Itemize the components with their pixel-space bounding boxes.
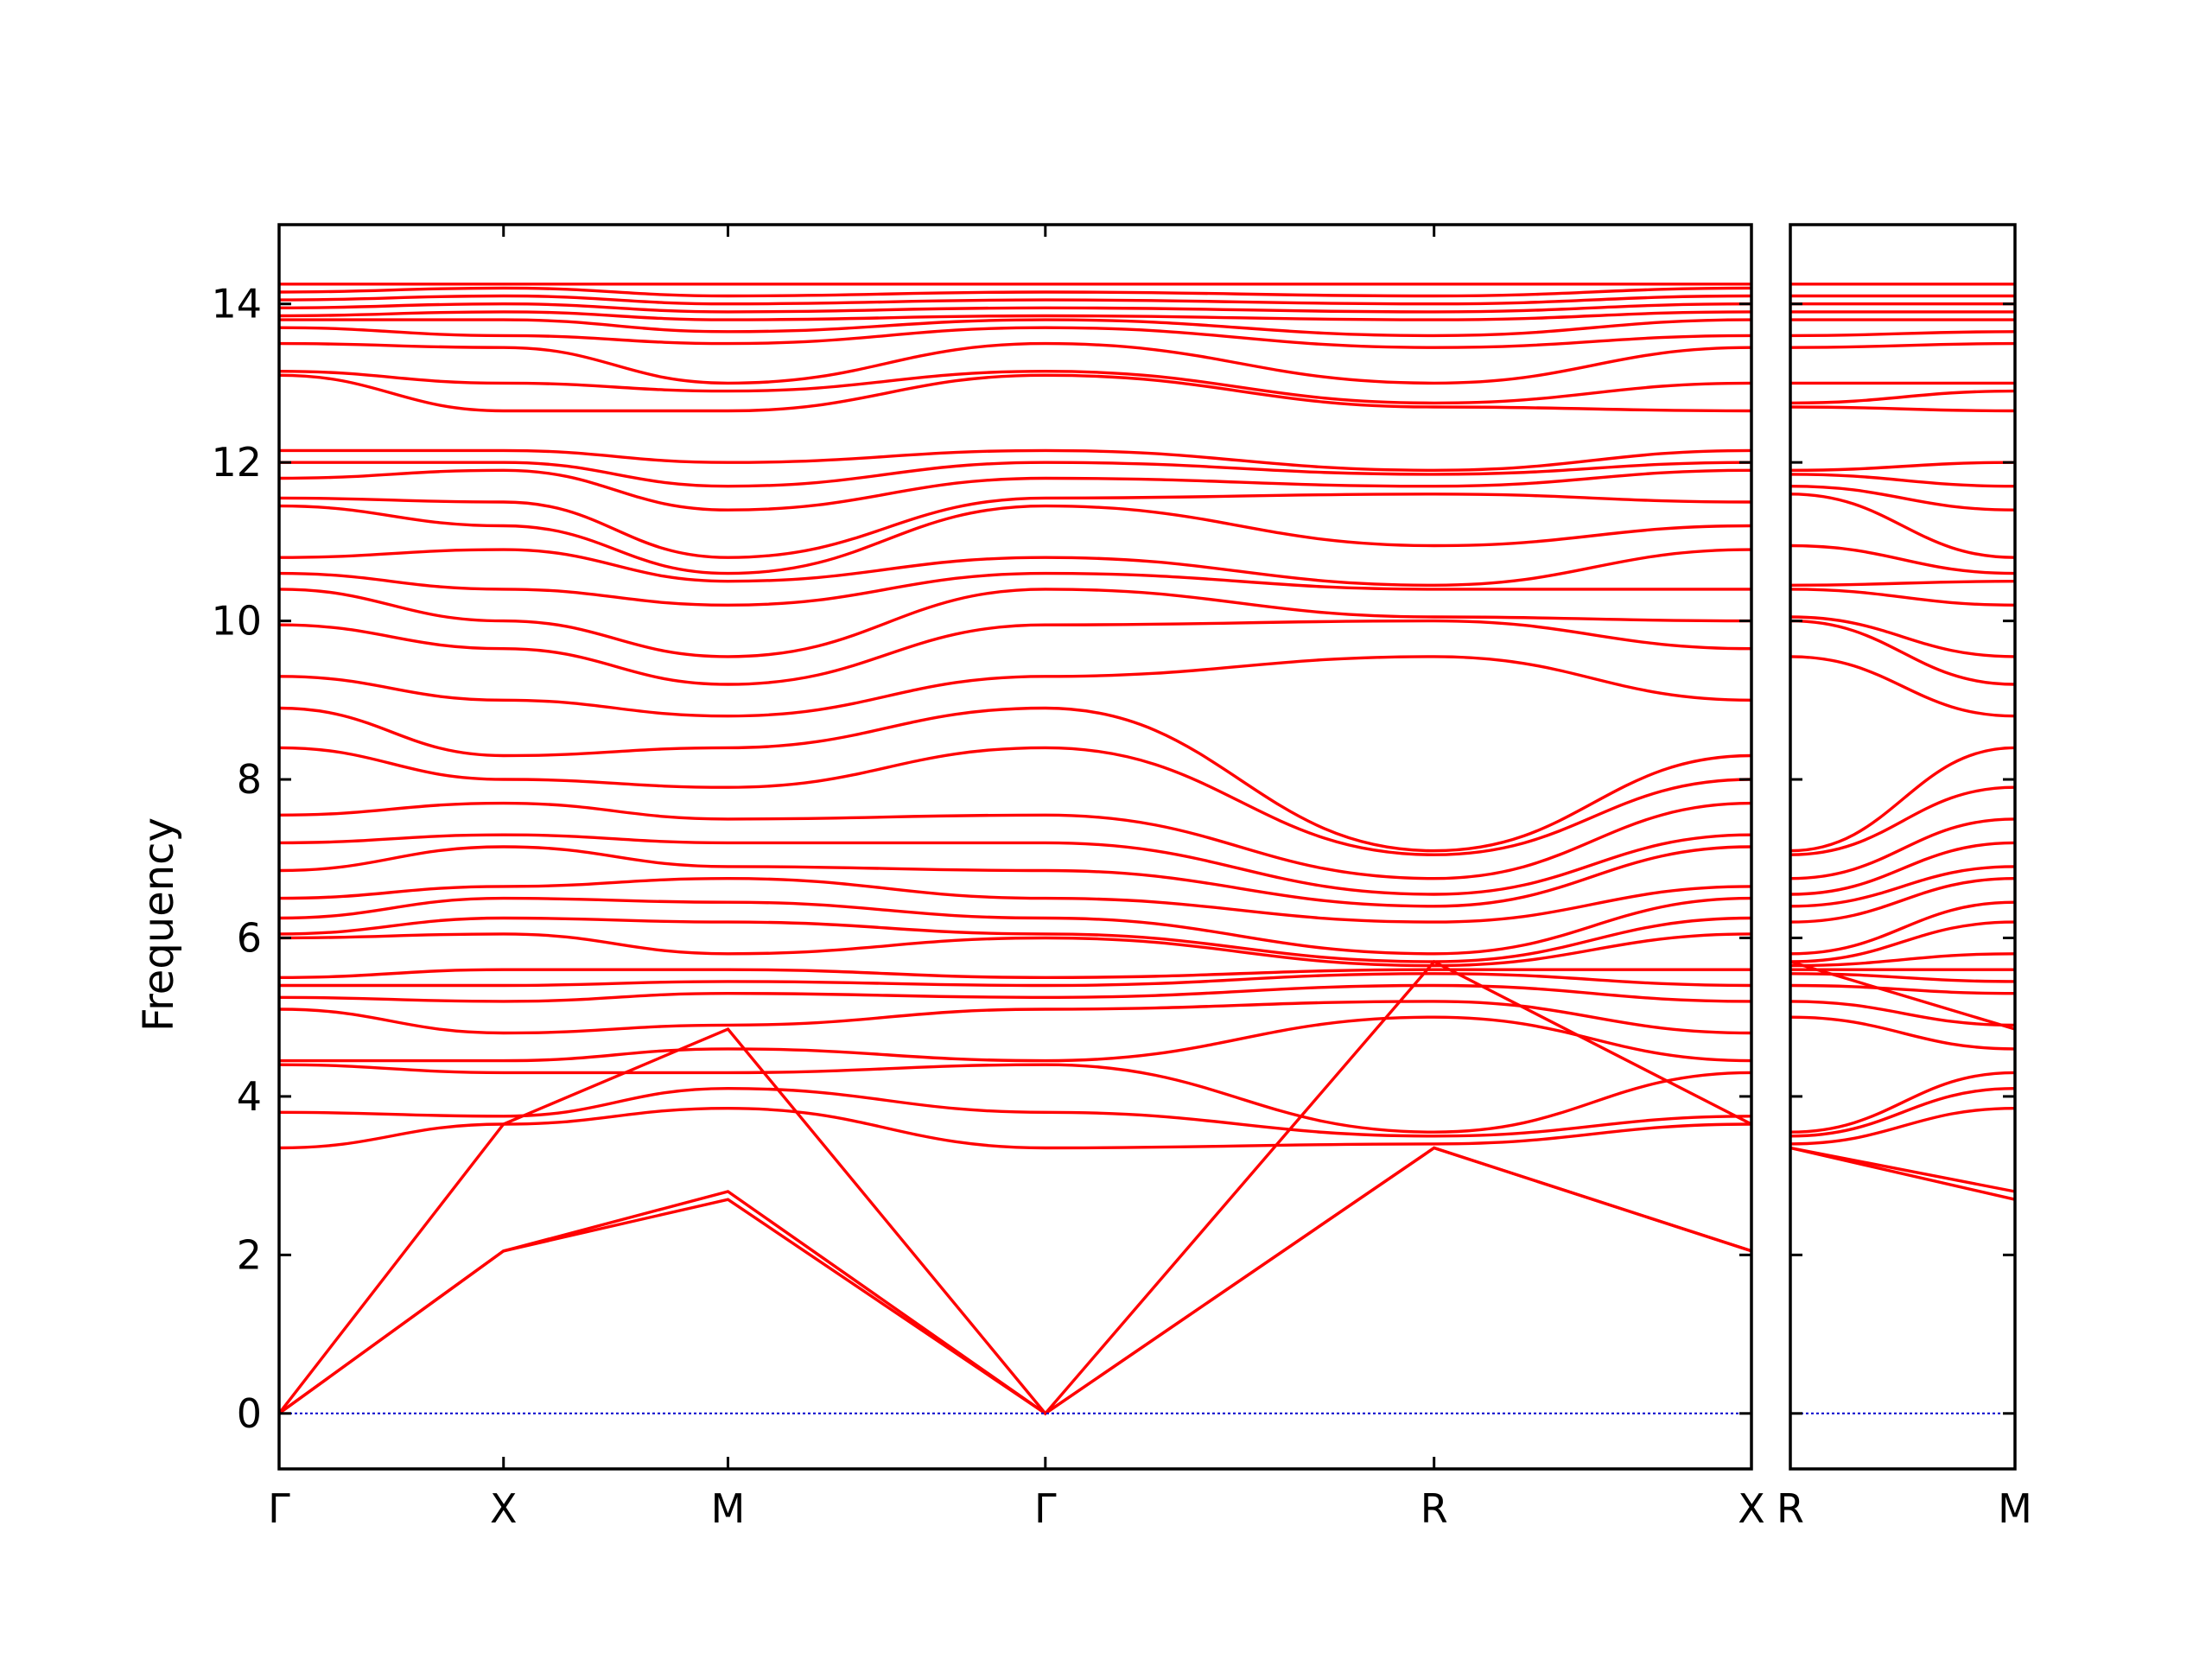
acoustic-branch-secondary-1 xyxy=(1789,1146,2016,1201)
optical-band-main-6 xyxy=(279,972,1752,988)
optical-band-main-7 xyxy=(278,968,1751,980)
optical-band-main-18 xyxy=(278,619,1752,686)
y-tick-label-7: 14 xyxy=(211,281,262,327)
optical-band-main-22 xyxy=(278,504,1752,575)
acoustic-branch-main-2 xyxy=(277,959,1752,1416)
x-tick-label-main-1: X xyxy=(490,1485,518,1532)
optical-band-secondary-20 xyxy=(1789,588,2016,607)
optical-band-secondary-2 xyxy=(1789,1071,2016,1134)
optical-band-main-20 xyxy=(278,571,1751,607)
optical-band-secondary-21 xyxy=(1789,580,2016,587)
optical-band-secondary-5 xyxy=(1789,983,2016,995)
optical-band-secondary-0 xyxy=(1789,1107,2016,1146)
optical-band-secondary-31 xyxy=(1789,330,2016,338)
optical-band-secondary-28 xyxy=(1789,389,2016,405)
optical-band-secondary-6 xyxy=(1789,972,2016,983)
optical-band-secondary-30 xyxy=(1789,341,2016,349)
optical-band-secondary-14 xyxy=(1789,817,2016,880)
optical-band-main-25 xyxy=(279,461,1752,488)
optical-band-secondary-1 xyxy=(1789,1087,2016,1138)
y-tick-label-4: 8 xyxy=(237,756,262,803)
optical-band-main-16 xyxy=(278,706,1752,853)
axes-frame-main xyxy=(277,223,1753,1471)
optical-band-secondary-11 xyxy=(1789,877,2016,924)
y-tick-label-2: 4 xyxy=(237,1073,262,1120)
bands-secondary-panel xyxy=(1789,283,2016,1201)
optical-band-main-4 xyxy=(278,1000,1752,1035)
optical-band-main-21 xyxy=(278,548,1752,588)
y-tick-label-5: 10 xyxy=(211,598,262,645)
optical-band-secondary-19 xyxy=(1789,615,2016,658)
optical-band-main-14 xyxy=(278,801,1752,880)
optical-band-secondary-26 xyxy=(1789,461,2016,472)
optical-band-secondary-22 xyxy=(1789,543,2016,575)
optical-band-secondary-10 xyxy=(1789,900,2016,956)
y-axis-label: Frequency xyxy=(135,817,183,1032)
optical-band-main-1 xyxy=(278,1086,1752,1138)
optical-band-main-5 xyxy=(278,983,1752,1003)
acoustic-branch-main-1 xyxy=(278,1146,1752,1415)
optical-band-main-33 xyxy=(278,302,1752,314)
optical-band-secondary-18 xyxy=(1789,619,2016,686)
x-tick-label-secondary-1: M xyxy=(1998,1485,2032,1532)
y-tick-label-6: 12 xyxy=(211,439,262,486)
optical-band-main-0 xyxy=(278,1106,1752,1150)
optical-band-main-35 xyxy=(278,286,1752,298)
optical-band-main-11 xyxy=(278,876,1752,924)
optical-band-main-32 xyxy=(278,310,1752,321)
optical-band-main-17 xyxy=(278,655,1752,718)
optical-band-main-2 xyxy=(278,1063,1752,1134)
optical-band-main-13 xyxy=(278,833,1752,896)
optical-band-secondary-12 xyxy=(1789,865,2016,908)
optical-band-main-19 xyxy=(278,588,1752,658)
x-tick-label-main-5: X xyxy=(1738,1485,1765,1532)
optical-band-main-3 xyxy=(278,1015,1752,1063)
optical-band-main-26 xyxy=(278,448,1752,473)
optical-band-secondary-13 xyxy=(1789,841,2016,896)
optical-band-main-15 xyxy=(278,746,1752,856)
optical-band-secondary-23 xyxy=(1789,493,2016,559)
optical-band-secondary-17 xyxy=(1789,655,2016,718)
optical-band-main-10 xyxy=(278,896,1752,956)
optical-band-secondary-24 xyxy=(1789,485,2016,512)
x-tick-label-main-0: Γ xyxy=(268,1485,290,1532)
optical-band-secondary-3 xyxy=(1789,1015,2016,1051)
axes-frames xyxy=(277,223,2017,1471)
optical-band-secondary-27 xyxy=(1789,405,2016,413)
optical-band-main-29 xyxy=(278,341,1752,385)
optical-band-main-8 xyxy=(278,932,1752,968)
optical-band-main-30 xyxy=(278,326,1752,349)
optical-band-main-27 xyxy=(278,373,1752,413)
optical-band-main-9 xyxy=(278,916,1752,963)
optical-band-secondary-8 xyxy=(1789,952,2016,968)
optical-band-secondary-9 xyxy=(1789,920,2016,963)
optical-band-secondary-4 xyxy=(1789,1000,2016,1027)
y-tick-label-1: 2 xyxy=(237,1231,262,1278)
optical-band-main-23 xyxy=(278,493,1752,559)
x-tick-label-main-4: R xyxy=(1421,1485,1448,1532)
optical-band-secondary-16 xyxy=(1789,746,2016,853)
x-tick-label-main-2: M xyxy=(711,1485,746,1532)
optical-band-main-34 xyxy=(278,294,1752,306)
axis-ticks xyxy=(277,225,2017,1469)
axes-frame-secondary xyxy=(1789,223,2017,1471)
optical-band-main-28 xyxy=(278,369,1752,405)
acoustic-branch-main-0 xyxy=(278,1146,1752,1415)
y-tick-label-3: 6 xyxy=(237,914,262,961)
optical-band-main-12 xyxy=(278,845,1752,908)
optical-band-main-24 xyxy=(278,468,1752,512)
y-tick-label-0: 0 xyxy=(237,1390,262,1437)
bands-main-panel xyxy=(277,283,1752,1416)
x-tick-label-secondary-0: R xyxy=(1777,1485,1804,1532)
optical-band-main-31 xyxy=(279,318,1752,338)
optical-band-secondary-25 xyxy=(1789,473,2016,488)
optical-band-secondary-15 xyxy=(1789,785,2016,856)
x-tick-label-main-3: Γ xyxy=(1034,1485,1057,1532)
